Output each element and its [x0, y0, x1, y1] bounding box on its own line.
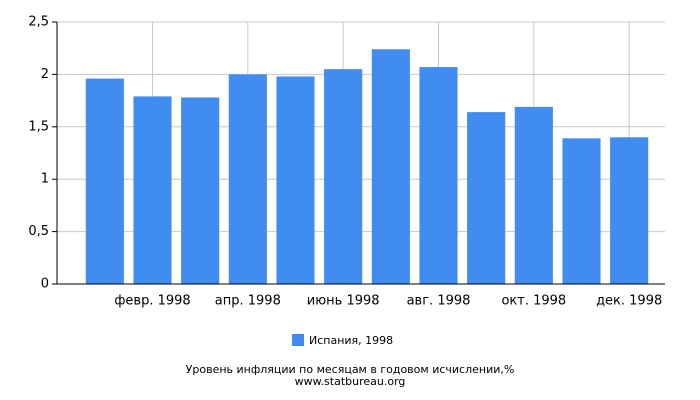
bar: [419, 67, 458, 285]
x-tick-label: авг. 1998: [407, 294, 471, 309]
bar: [514, 106, 553, 284]
x-tick-label: апр. 1998: [215, 294, 281, 309]
bar: [228, 74, 267, 285]
chart-title: Уровень инфляции по месяцам в годовом ис…: [186, 363, 515, 376]
bar: [181, 97, 220, 285]
legend-swatch: [292, 334, 304, 346]
y-tick-label: 2: [41, 67, 49, 82]
bar: [610, 137, 649, 284]
y-tick-label: 1: [41, 172, 49, 187]
y-tick-label: 2,5: [28, 15, 49, 30]
y-tick-label: 1,5: [28, 119, 49, 134]
x-tick-label: июнь 1998: [307, 294, 380, 309]
bar: [133, 96, 172, 285]
bar: [467, 112, 506, 285]
y-tick-label: 0: [41, 277, 49, 292]
bar: [85, 78, 124, 284]
y-tick-label: 0,5: [28, 224, 49, 239]
bar: [562, 138, 601, 284]
legend-label: Испания, 1998: [309, 334, 393, 347]
source: www.statbureau.org: [295, 375, 406, 388]
x-tick-label: февр. 1998: [114, 294, 190, 309]
bar: [371, 49, 410, 284]
bar: [276, 76, 315, 284]
x-tick-label: дек. 1998: [596, 294, 662, 309]
bar: [324, 69, 363, 284]
x-tick-label: окт. 1998: [501, 294, 566, 309]
